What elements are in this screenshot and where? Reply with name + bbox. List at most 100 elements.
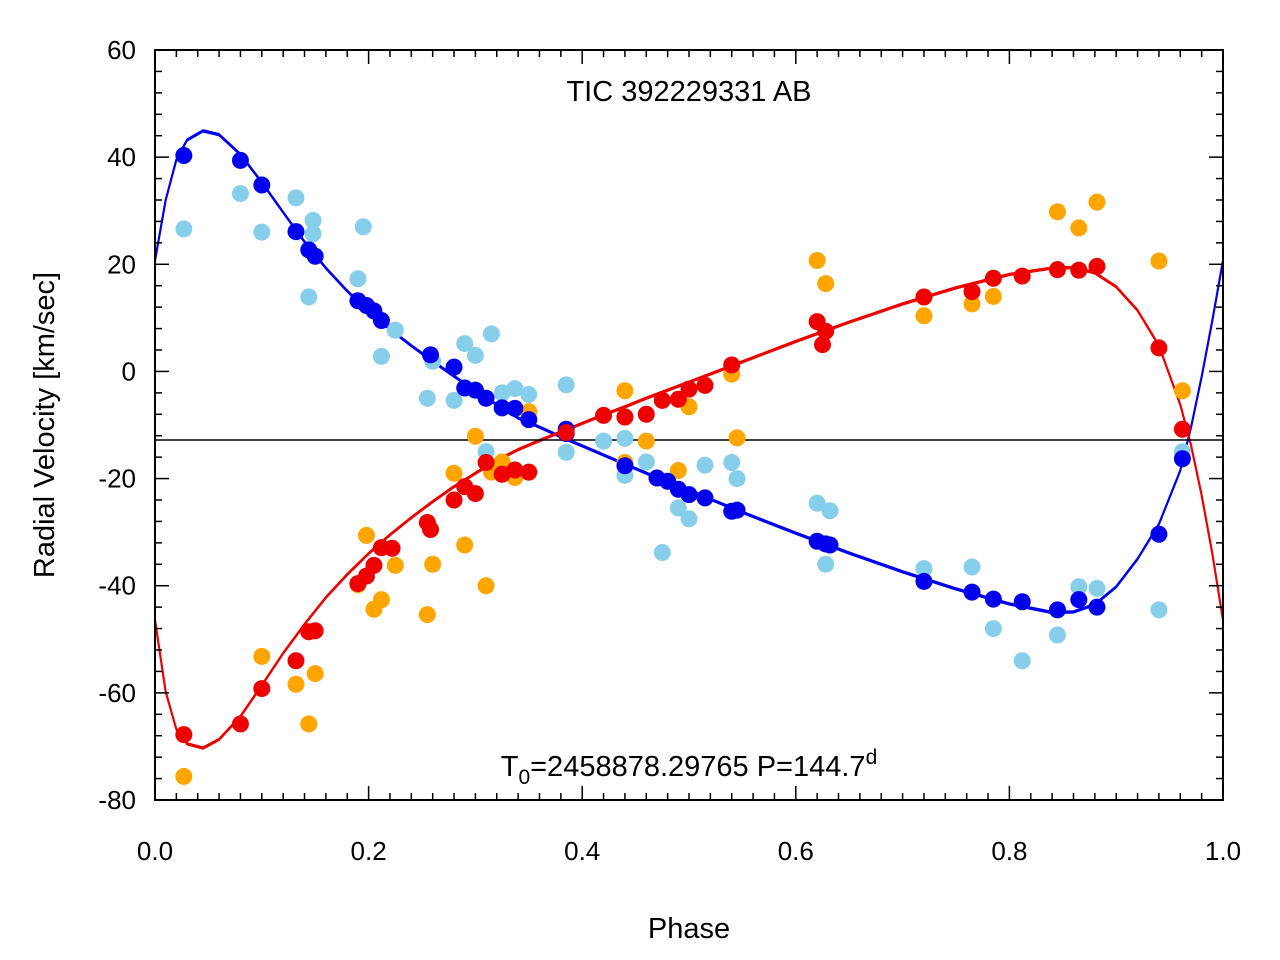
- data-point-s3-17: [477, 577, 495, 595]
- data-point-s2-1: [231, 185, 249, 203]
- data-point-s2-8: [354, 218, 372, 236]
- data-point-s2-29: [680, 510, 698, 528]
- data-point-s1-15: [466, 485, 484, 503]
- data-point-s2-20: [520, 385, 538, 403]
- data-point-s3-16: [493, 453, 511, 471]
- data-point-s1-33: [963, 283, 981, 301]
- data-point-s0-32: [963, 583, 981, 601]
- data-point-s1-39: [1150, 339, 1168, 357]
- data-point-s3-0: [175, 767, 193, 785]
- data-point-s3-10: [418, 606, 436, 624]
- t0-subscript: 0: [518, 766, 530, 789]
- data-point-s1-34: [984, 269, 1002, 287]
- data-point-s0-20: [616, 457, 634, 475]
- data-point-s1-2: [253, 680, 271, 698]
- x-tick-label: 0.4: [564, 836, 600, 866]
- data-point-s2-21: [557, 376, 575, 394]
- t0-label: T: [501, 751, 519, 783]
- data-point-s3-32: [984, 287, 1002, 305]
- data-point-s0-16: [506, 399, 524, 417]
- data-point-s3-34: [1070, 219, 1088, 237]
- data-point-s2-11: [418, 389, 436, 407]
- data-point-s3-6: [357, 526, 375, 544]
- data-point-s3-12: [445, 464, 463, 482]
- data-point-s2-34: [817, 555, 835, 573]
- y-tick-label: 20: [107, 249, 136, 279]
- x-tick-label: 0.6: [778, 836, 814, 866]
- model-curve-1: [155, 266, 1223, 750]
- data-point-s2-35: [821, 502, 839, 520]
- data-point-s1-28: [723, 356, 741, 374]
- model-curve-0-band: [155, 129, 1223, 612]
- data-point-s2-22: [557, 443, 575, 461]
- x-tick-label: 0.0: [137, 836, 173, 866]
- data-point-s3-14: [466, 427, 484, 445]
- data-point-s1-30: [814, 336, 831, 354]
- data-point-s0-1: [231, 151, 249, 169]
- data-points: [175, 147, 1191, 785]
- t0-value: =2458878.29765 P=144.7: [530, 751, 865, 783]
- data-point-s2-42: [1088, 579, 1106, 597]
- data-point-s0-11: [445, 358, 463, 376]
- data-point-s1-18: [506, 461, 524, 479]
- data-point-s2-4: [300, 288, 318, 306]
- data-point-s0-5: [306, 247, 324, 265]
- x-axis-label: Phase: [648, 913, 730, 945]
- data-point-s3-24: [669, 462, 687, 480]
- data-point-s1-5: [306, 622, 324, 640]
- data-point-s0-33: [984, 590, 1002, 608]
- data-point-s0-9: [372, 312, 390, 330]
- y-tick-label: -60: [98, 678, 136, 708]
- data-point-s1-35: [1013, 267, 1031, 285]
- data-point-s3-27: [728, 429, 746, 447]
- model-curve-0: [155, 129, 1223, 614]
- data-point-s0-2: [253, 176, 271, 194]
- data-point-s0-24: [680, 486, 698, 504]
- data-point-s1-16: [477, 454, 495, 471]
- data-point-s2-3: [287, 189, 305, 207]
- data-point-s3-13: [456, 536, 474, 554]
- y-tick-label: 60: [107, 35, 136, 65]
- data-point-s0-30: [821, 536, 839, 554]
- y-axis-label: Radial Velocity [km/sec]: [29, 272, 61, 578]
- data-point-s1-38: [1088, 257, 1106, 275]
- axis-ticks: [154, 49, 1224, 801]
- data-point-s3-31: [963, 295, 981, 313]
- data-point-s2-2: [253, 223, 271, 241]
- model-curve-0-band: [155, 131, 1223, 615]
- data-point-s2-5: [304, 211, 322, 229]
- x-tick-label: 0.2: [351, 836, 387, 866]
- data-point-s0-31: [915, 572, 933, 590]
- plot-frame: [154, 49, 1224, 801]
- data-point-s2-13: [445, 391, 463, 409]
- data-point-s1-13: [445, 491, 463, 509]
- data-point-s0-35: [1048, 601, 1066, 619]
- data-point-s3-33: [1048, 203, 1066, 221]
- data-point-s1-23: [637, 405, 655, 423]
- data-point-s1-21: [595, 406, 613, 424]
- data-point-s2-9: [372, 347, 390, 365]
- data-point-s0-10: [422, 346, 440, 364]
- data-point-s2-28: [669, 499, 687, 517]
- data-point-s2-41: [1070, 578, 1088, 596]
- data-point-s2-6: [304, 225, 322, 243]
- data-point-s3-11: [424, 555, 442, 573]
- data-point-s3-3: [300, 715, 318, 733]
- x-tick-label: 1.0: [1205, 836, 1241, 866]
- data-point-s1-25: [669, 390, 687, 408]
- data-point-s1-37: [1070, 261, 1088, 279]
- data-point-s0-34: [1013, 593, 1031, 611]
- data-point-s2-24: [616, 429, 634, 447]
- data-point-s1-1: [231, 715, 249, 733]
- data-point-s3-23: [637, 432, 655, 450]
- chart-title: TIC 392229331 AB: [566, 76, 811, 108]
- y-tick-label: -40: [98, 571, 136, 601]
- data-point-s1-8: [365, 556, 383, 574]
- data-point-s1-19: [520, 463, 538, 481]
- x-tick-label: 0.8: [991, 836, 1027, 866]
- data-point-s1-36: [1048, 261, 1066, 279]
- data-point-s2-14: [456, 335, 474, 353]
- model-curves: [155, 129, 1223, 750]
- data-point-s2-37: [963, 558, 981, 576]
- data-point-s2-26: [637, 453, 655, 471]
